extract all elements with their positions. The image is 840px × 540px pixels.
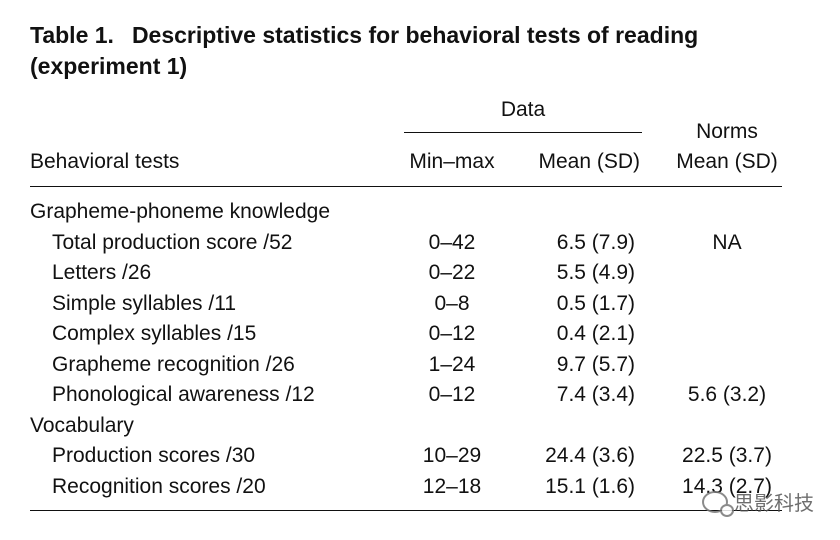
header-norms-mean-sd: Mean (SD)	[676, 150, 778, 173]
cell-mean-sd: 0.4 (2.1)	[556, 322, 635, 345]
cell-test: Production scores /30	[52, 444, 256, 467]
section-heading: Grapheme-phoneme knowledge	[30, 200, 331, 223]
wechat-icon	[702, 490, 734, 517]
cell-test: Grapheme recognition /26	[52, 352, 295, 376]
cell-mean-sd: 5.5 (4.9)	[556, 261, 635, 284]
cell-norms-mean-sd: 14.3 (2.7)	[682, 474, 772, 498]
cell-norms-mean-sd: 5.6 (3.2)	[687, 383, 767, 406]
cell-test: Letters /26	[52, 261, 152, 284]
header-mean-sd: Mean (SD)	[538, 150, 640, 173]
table-label: Table 1.	[30, 22, 114, 48]
table-caption: Descriptive statistics for behavioral te…	[30, 22, 699, 79]
cell-mean-sd: 24.4 (3.6)	[545, 444, 635, 467]
cell-test: Phonological awareness /12	[52, 383, 315, 406]
cell-test: Total production score /52	[52, 230, 293, 254]
cell-min-max: 0–12	[428, 322, 476, 345]
header-group-norms: Norms	[696, 120, 758, 143]
cell-min-max: 0–22	[428, 261, 476, 284]
cell-test: Simple syllables /11	[52, 291, 237, 315]
cell-mean-sd: 15.1 (1.6)	[545, 474, 635, 498]
cell-norms-mean-sd: 22.5 (3.7)	[682, 444, 772, 467]
cell-mean-sd: 7.4 (3.4)	[556, 383, 635, 406]
header-group-rule	[404, 132, 642, 133]
header-behavioral-tests: Behavioral tests	[30, 150, 180, 173]
cell-min-max: 12–18	[422, 474, 482, 498]
cell-test: Recognition scores /20	[52, 474, 266, 498]
table-bottom-rule	[30, 510, 782, 511]
watermark: 思影科技	[702, 487, 814, 517]
cell-mean-sd: 0.5 (1.7)	[556, 291, 635, 315]
section-heading: Vocabulary	[30, 413, 134, 437]
cell-min-max: 0–42	[428, 230, 476, 254]
cell-mean-sd: 9.7 (5.7)	[556, 352, 635, 376]
cell-min-max: 10–29	[422, 444, 482, 467]
header-min-max: Min–max	[409, 150, 495, 173]
cell-norms-mean-sd: NA	[712, 230, 742, 254]
cell-test: Complex syllables /15	[52, 322, 257, 345]
cell-min-max: 0–12	[428, 383, 476, 406]
watermark-text: 思影科技	[734, 493, 814, 515]
cell-min-max: 0–8	[434, 291, 470, 315]
table-title: Table 1. Descriptive statistics for behav…	[30, 20, 810, 82]
header-group-data: Data	[500, 98, 546, 121]
header-bottom-rule	[30, 186, 782, 187]
cell-min-max: 1–24	[428, 352, 476, 376]
cell-mean-sd: 6.5 (7.9)	[556, 230, 635, 254]
